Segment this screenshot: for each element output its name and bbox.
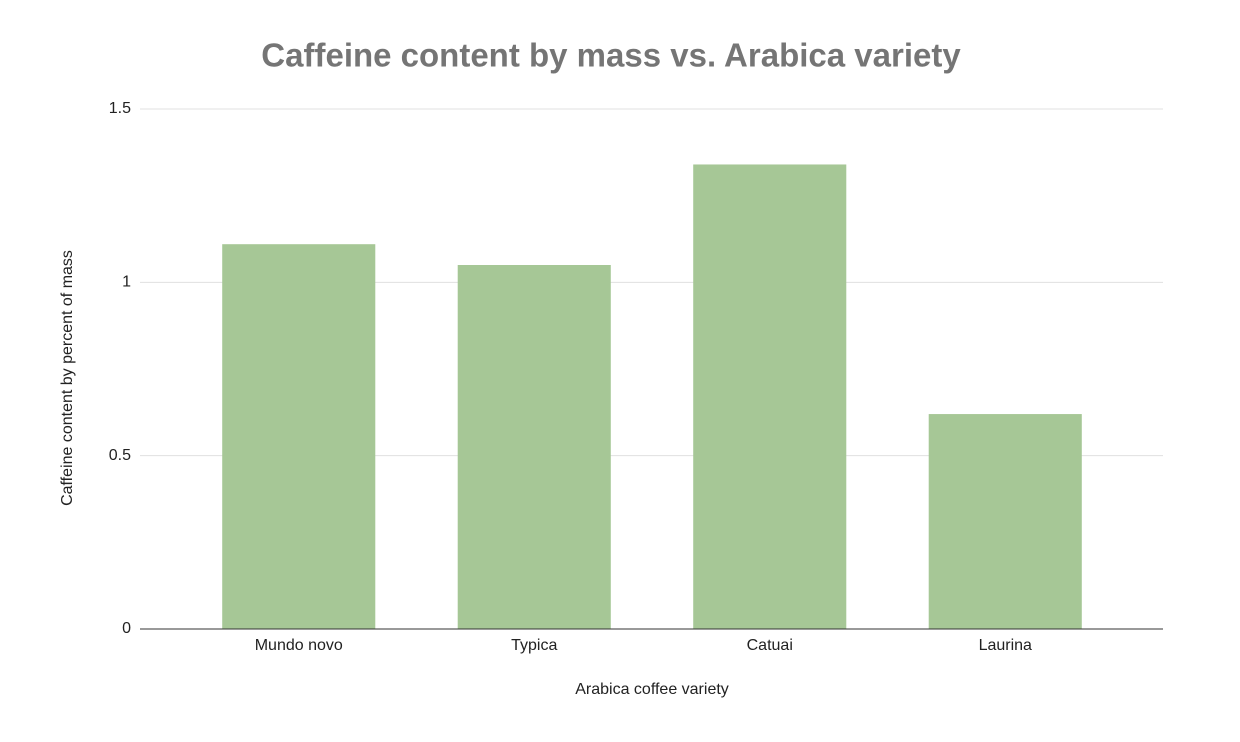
y-tick-label: 1 [122, 274, 131, 291]
x-tick-label: Catuai [747, 637, 793, 654]
chart-title: Caffeine content by mass vs. Arabica var… [261, 37, 961, 74]
bar [457, 265, 611, 629]
y-tick-label: 0 [122, 620, 131, 637]
x-tick-label: Mundo novo [255, 637, 343, 654]
x-axis-label: Arabica coffee variety [575, 681, 729, 698]
bar [693, 164, 847, 629]
x-tick-label: Laurina [979, 637, 1032, 654]
y-axis-label: Caffeine content by percent of mass [59, 250, 76, 506]
y-tick-label: 0.5 [109, 447, 131, 464]
bar [222, 244, 376, 629]
y-tick-label: 1.5 [109, 100, 131, 117]
bar [928, 414, 1082, 629]
x-tick-label: Typica [511, 637, 557, 654]
